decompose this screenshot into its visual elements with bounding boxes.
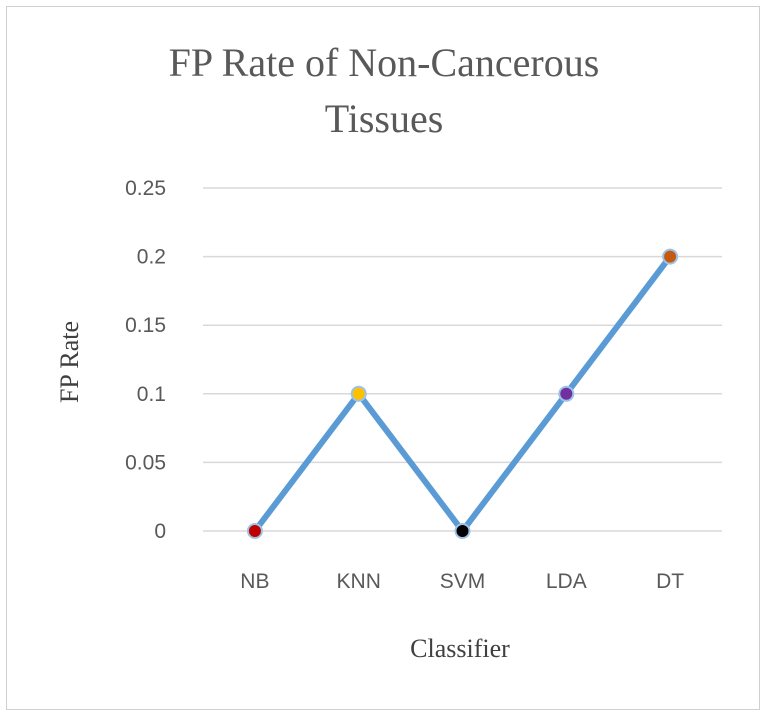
data-point-nb	[246, 523, 263, 539]
data-point-knn	[350, 385, 367, 402]
chart-title-line-1: FP Rate of Non-Cancerous	[169, 40, 600, 85]
y-tick-label: 0.05	[125, 451, 166, 474]
gridlines	[203, 187, 722, 532]
x-tick-label: NB	[240, 570, 269, 593]
x-axis-ticks: NB KNN SVM LDA DT	[240, 570, 684, 593]
y-tick-label: 0.25	[125, 177, 166, 200]
y-tick-label: 0	[154, 520, 166, 543]
x-axis-title: Classifier	[410, 634, 510, 663]
y-axis-ticks: 0 0.05 0.1 0.15 0.2 0.25	[125, 177, 166, 543]
chart-title-line-2: Tissues	[325, 96, 444, 141]
data-point-dt	[662, 248, 679, 265]
x-tick-label: SVM	[440, 570, 486, 593]
x-tick-label: KNN	[337, 570, 381, 593]
chart-frame	[6, 6, 760, 710]
y-axis-title: FP Rate	[55, 321, 84, 403]
series-fp-rate	[246, 248, 679, 539]
y-tick-label: 0.2	[137, 246, 166, 269]
x-tick-label: LDA	[546, 570, 587, 593]
data-point-lda	[558, 385, 575, 402]
x-tick-label: DT	[656, 570, 684, 593]
y-tick-label: 0.15	[125, 314, 166, 337]
y-tick-label: 0.1	[137, 383, 166, 406]
data-point-svm	[454, 523, 471, 539]
